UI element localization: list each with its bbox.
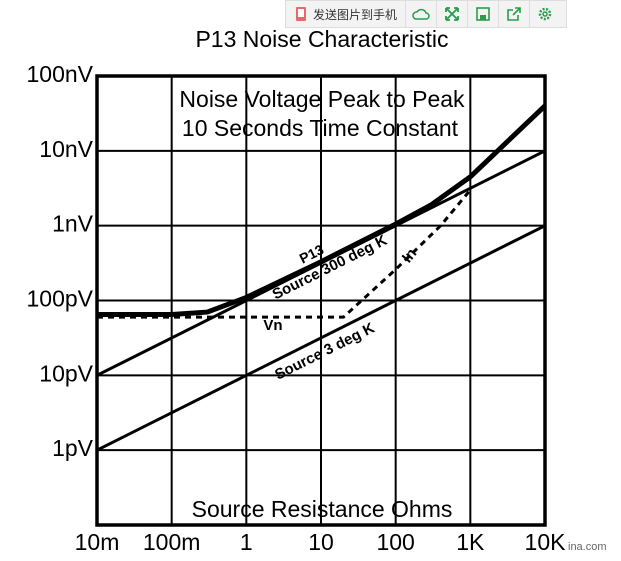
cloud-icon[interactable] — [406, 1, 438, 27]
x-tick-label: 10m — [75, 529, 120, 555]
x-tick-label: 1K — [456, 529, 485, 555]
y-tick-label: 1pV — [52, 435, 94, 461]
y-tick-label: 10nV — [39, 136, 93, 162]
share-icon[interactable] — [499, 1, 531, 27]
send-button[interactable]: 发送图片到手机 — [286, 1, 407, 27]
series-label: Vn — [263, 317, 282, 334]
plot-frame — [95, 74, 547, 527]
settings-icon[interactable] — [530, 1, 560, 27]
chart-title: P13 Noise Characteristic — [195, 26, 448, 52]
x-tick-label: 1 — [240, 529, 253, 555]
send-label: 发送图片到手机 — [313, 7, 398, 22]
expand-icon[interactable] — [437, 1, 469, 27]
watermark: ina.com — [568, 541, 607, 553]
y-tick-label: 100nV — [26, 61, 93, 87]
y-tick-label: 1nV — [52, 211, 94, 237]
x-tick-label: 100m — [143, 529, 201, 555]
x-tick-label: 100 — [376, 529, 414, 555]
x-tick-label: 10K — [525, 529, 567, 555]
phone-icon — [296, 7, 306, 21]
series-line — [97, 103, 545, 317]
y-tick-label: 100pV — [26, 286, 93, 312]
save-icon[interactable] — [468, 1, 500, 27]
x-tick-label: 10 — [308, 529, 334, 555]
annotation: In — [399, 245, 421, 266]
series-label: Source 300 deg K — [270, 232, 390, 304]
series-line — [97, 224, 545, 452]
series-label: Source 3 deg K — [272, 319, 377, 383]
y-tick-label: 10pV — [39, 360, 93, 386]
toolbar: 发送图片到手机 — [285, 0, 567, 28]
annotation: Noise Voltage Peak to Peak — [179, 86, 465, 112]
